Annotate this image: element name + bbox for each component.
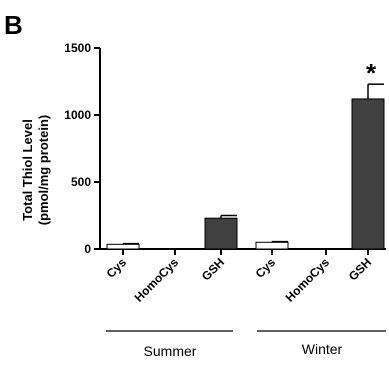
x-tick-label: GSH [346, 255, 374, 283]
bar [351, 98, 385, 250]
group-label-winter: Winter [302, 341, 343, 357]
y-tick-label: 500 [71, 175, 91, 189]
x-tick-label: HomoCys [283, 255, 333, 305]
y-axis-label: Total Thiol Level (pmol/mg protein) [20, 115, 51, 226]
x-tick-label: HomoCys [132, 255, 182, 305]
y-tick-label: 1500 [64, 41, 91, 55]
y-tick-label: 1000 [64, 108, 91, 122]
x-tick-label: Cys [253, 255, 279, 281]
bar [204, 217, 238, 250]
y-axis-label-line2: (pmol/mg protein) [36, 115, 51, 226]
y-tick-label: 0 [84, 242, 91, 256]
group-label-summer: Summer [144, 343, 197, 359]
x-axis-ticks: Cys HomoCys GSH Cys HomoCys GSH [104, 249, 374, 305]
panel-label: B [4, 10, 23, 40]
y-axis-ticks: 0 500 1000 1500 [64, 41, 100, 256]
x-tick-label: Cys [104, 255, 130, 281]
y-axis-label-line1: Total Thiol Level [20, 119, 35, 221]
bar [106, 243, 140, 250]
significance-marker: * [366, 58, 377, 88]
x-tick-label: GSH [199, 255, 227, 283]
bar [255, 241, 289, 250]
bars [106, 83, 385, 250]
